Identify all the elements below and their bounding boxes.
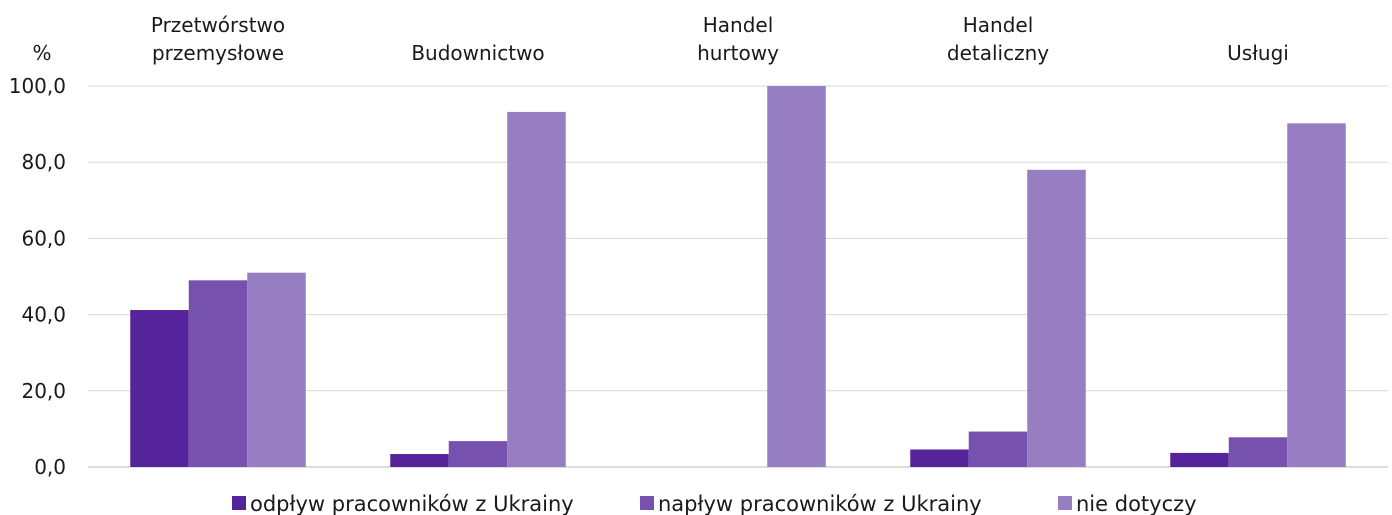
legend-swatch <box>232 496 246 510</box>
bar <box>1027 169 1086 467</box>
bar <box>910 449 969 467</box>
y-tick-label: 40,0 <box>21 303 66 327</box>
bar <box>1170 452 1229 467</box>
bar <box>390 454 449 467</box>
bar <box>507 111 566 468</box>
legend-label: napływ pracowników z Ukrainy <box>658 492 982 515</box>
bar <box>448 441 508 467</box>
y-tick-label: 20,0 <box>21 379 66 403</box>
category-label: Handel detaliczny <box>947 13 1049 65</box>
category-label: Budownictwo <box>411 41 544 65</box>
bar <box>188 280 248 467</box>
y-tick-label: 100,0 <box>9 74 66 98</box>
y-tick-label: 0,0 <box>34 455 66 479</box>
bar <box>247 272 306 467</box>
category-label: Handel hurtowy <box>697 13 779 65</box>
bar <box>968 431 1028 467</box>
y-axis-label: % <box>32 41 51 65</box>
legend-label: odpływ pracowników z Ukrainy <box>250 492 574 515</box>
legend-label: nie dotyczy <box>1076 492 1197 515</box>
bar <box>1287 123 1346 467</box>
y-tick-label: 80,0 <box>21 150 66 174</box>
category-label: Przetwórstwo przemysłowe <box>151 13 285 65</box>
category-label: Usługi <box>1227 41 1289 65</box>
legend-swatch <box>640 496 654 510</box>
bar <box>1228 437 1288 467</box>
bar <box>767 86 826 467</box>
y-tick-label: 60,0 <box>21 226 66 250</box>
legend-swatch <box>1058 496 1072 510</box>
bar <box>130 310 189 467</box>
